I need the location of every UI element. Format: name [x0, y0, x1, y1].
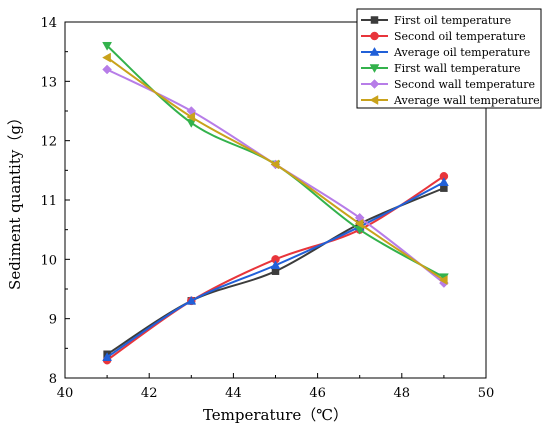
legend-item: Second wall temperature — [361, 78, 535, 91]
x-tick-label: 46 — [309, 386, 326, 401]
series-6 — [102, 52, 448, 286]
x-axis-title: Temperature（℃） — [203, 406, 348, 424]
data-point — [102, 41, 113, 51]
data-point — [186, 295, 197, 305]
legend-item: First oil temperature — [361, 14, 511, 27]
legend-label: First oil temperature — [394, 14, 511, 27]
legend-item: Average wall temperature — [361, 94, 540, 107]
legend-label: Average wall temperature — [393, 94, 540, 107]
data-point — [438, 177, 449, 186]
x-tick-label: 42 — [141, 386, 158, 401]
series-1 — [103, 184, 448, 359]
data-point — [102, 64, 112, 75]
y-tick-label: 9 — [49, 313, 57, 328]
legend-marker — [369, 79, 380, 89]
legend-item: First wall temperature — [361, 62, 520, 75]
plot-area: 40 42 44 46 48 50 8 9 10 11 12 13 14 — [40, 16, 494, 401]
y-tick-label: 11 — [40, 194, 57, 209]
legend-marker — [369, 95, 379, 105]
data-point — [186, 112, 196, 122]
data-point — [438, 275, 448, 286]
legend-marker — [369, 64, 380, 74]
legend-item: Second oil temperature — [361, 30, 526, 43]
legend: First oil temperature Second oil temperat… — [356, 8, 542, 109]
y-tick-label: 10 — [40, 253, 57, 268]
x-tick-label: 48 — [394, 386, 411, 401]
data-point — [102, 352, 113, 361]
data-point — [270, 260, 281, 270]
y-axis-title: Sediment quantity（g） — [6, 110, 24, 290]
y-tick-label: 8 — [49, 372, 57, 387]
legend-label: Average oil temperature — [393, 46, 530, 59]
x-tick-label: 40 — [57, 386, 74, 401]
legend-marker — [370, 16, 379, 24]
data-point — [354, 218, 364, 229]
legend-label: Second oil temperature — [394, 30, 526, 43]
y-tick-label: 14 — [40, 16, 57, 31]
data-point — [102, 52, 111, 63]
x-tick-label: 44 — [225, 386, 242, 401]
legend-marker — [370, 31, 379, 41]
legend-box — [356, 8, 542, 109]
x-tick-label: 50 — [478, 386, 495, 401]
legend-label: Second wall temperature — [394, 78, 535, 91]
legend-label: First wall temperature — [394, 62, 520, 75]
legend-item: Average oil temperature — [361, 46, 530, 59]
legend-marker — [369, 46, 380, 56]
y-tick-label: 13 — [40, 75, 57, 90]
data-point — [270, 159, 280, 170]
y-tick-label: 12 — [40, 135, 57, 150]
